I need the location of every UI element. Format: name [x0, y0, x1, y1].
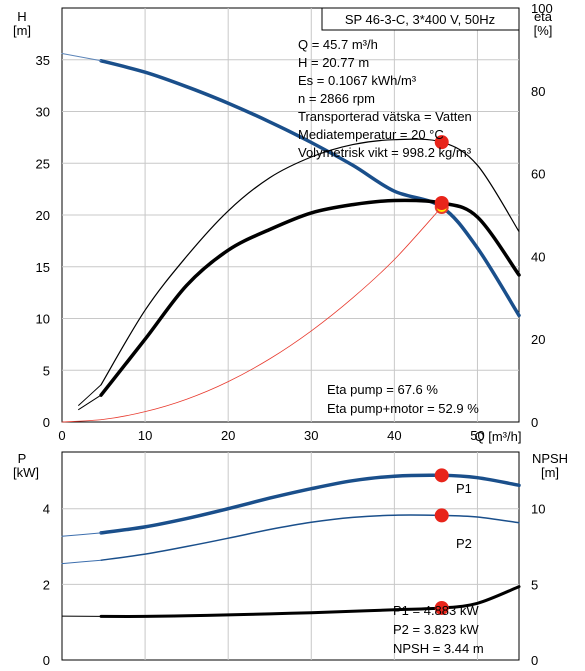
- p2-curve-label: P2: [456, 536, 472, 551]
- operating-point-info: Q = 45.7 m³/h H = 20.77 m Es = 0.1067 kW…: [298, 37, 472, 160]
- curve-series: [99, 198, 521, 397]
- x-axis-label: Q [m³/h]: [475, 429, 522, 444]
- operating-point-marker: [434, 195, 449, 210]
- curve-series: [99, 59, 521, 318]
- bottom-curves: [61, 473, 521, 618]
- curve-series: [61, 532, 102, 537]
- npsh-axis-label-unit: [m]: [541, 465, 559, 480]
- y-right-tick-label: 0: [531, 653, 538, 668]
- x-tick-label: 0: [58, 428, 65, 443]
- y-right-tick-label: 100: [531, 1, 553, 16]
- curve-series: [100, 514, 520, 561]
- top-grid: [62, 8, 519, 422]
- info-line: Q = 45.7 m³/h: [298, 37, 378, 52]
- y-left-label-unit: [m]: [13, 23, 31, 38]
- p1-curve-label: P1: [456, 481, 472, 496]
- operating-point-marker: [434, 508, 449, 523]
- y-right-tick-label: 40: [531, 249, 545, 264]
- info-line: H = 20.77 m: [298, 55, 369, 70]
- operating-point-marker: [434, 600, 449, 615]
- curve-series: [99, 585, 521, 618]
- x-tick-label: 10: [138, 428, 152, 443]
- y-left-label-symbol: H: [17, 9, 26, 24]
- p2-readout: P2 = 3.823 kW: [393, 622, 479, 637]
- x-tick-label: 50: [470, 428, 484, 443]
- info-line: n = 2866 rpm: [298, 91, 375, 106]
- y-left-tick-label: 4: [43, 502, 50, 517]
- curve-series: [99, 473, 521, 535]
- top-points: [434, 135, 449, 215]
- curve-series: [78, 384, 102, 406]
- info-line: Es = 0.1067 kWh/m³: [298, 73, 417, 88]
- y-right-tick-label: 60: [531, 167, 545, 182]
- efficiency-info: Eta pump = 67.6 % Eta pump+motor = 52.9 …: [327, 382, 479, 416]
- y-left-tick-label: 30: [36, 105, 50, 120]
- y-left-tick-label: 20: [36, 208, 50, 223]
- eta-pump-text: Eta pump = 67.6 %: [327, 382, 438, 397]
- x-tick-label: 40: [387, 428, 401, 443]
- y-left-tick-label: 25: [36, 156, 50, 171]
- npsh-axis-label-symbol: NPSH: [532, 451, 568, 466]
- y-left-tick-label: 0: [43, 415, 50, 430]
- x-tick-label: 30: [304, 428, 318, 443]
- eta-pump-motor-text: Eta pump+motor = 52.9 %: [327, 401, 479, 416]
- p1-readout: P1 = 4.883 kW: [393, 603, 479, 618]
- info-line: Volymetrisk vikt = 998.2 kg/m³: [298, 145, 472, 160]
- npsh-readout: NPSH = 3.44 m: [393, 641, 484, 656]
- y-right-tick-label: 5: [531, 577, 538, 592]
- p-axis-label-unit: [kW]: [13, 465, 39, 480]
- y-right-tick-label: 0: [531, 415, 538, 430]
- y-left-tick-label: 15: [36, 260, 50, 275]
- y-left-tick-label: 10: [36, 312, 50, 327]
- info-line: Transporterad vätska = Vatten: [298, 109, 472, 124]
- top-chart: 0 10 20 30 40 50 0 5 10 15 20 25 30 35 0 20 40 60 80 100 SP…: [13, 1, 553, 444]
- bottom-plot-frame: [61, 451, 520, 661]
- chart-title: SP 46-3-C, 3*400 V, 50Hz: [345, 12, 495, 27]
- curve-series: [61, 559, 102, 565]
- curve-series: [78, 394, 102, 411]
- top-curves: [61, 53, 521, 423]
- y-left-tick-label: 0: [43, 653, 50, 668]
- y-left-tick-label: 2: [43, 577, 50, 592]
- power-readout: P1 = 4.883 kW P2 = 3.823 kW NPSH = 3.44 …: [393, 603, 484, 656]
- p-axis-label-symbol: P: [18, 451, 27, 466]
- title-box: [321, 7, 520, 31]
- y-right-tick-label: 80: [531, 84, 545, 99]
- y-right-tick-label: 10: [531, 502, 545, 517]
- operating-point-marker: [434, 135, 449, 150]
- bottom-ticks: 0 2 4 0 5 10: [43, 502, 546, 668]
- info-line: Mediatemperatur = 20 °C: [298, 127, 444, 142]
- curve-series: [100, 138, 520, 386]
- y-right-label-unit: [%]: [534, 23, 553, 38]
- curve-series: [61, 206, 443, 423]
- top-ticks: 0 10 20 30 40 50 0 5 10 15 20 25 30 35 0 20 40 60 80 100: [36, 1, 553, 443]
- x-tick-label: 20: [221, 428, 235, 443]
- y-right-label-symbol: eta: [534, 9, 553, 24]
- bottom-points: [434, 468, 449, 615]
- y-left-tick-label: 35: [36, 53, 50, 68]
- operating-point-marker: [434, 468, 449, 483]
- bottom-grid: [62, 452, 519, 660]
- y-right-tick-label: 20: [531, 332, 545, 347]
- y-left-tick-label: 5: [43, 363, 50, 378]
- bottom-chart: 0 2 4 0 5 10 P [kW] NPSH [m] P1 P2 P1 = 4.883…: [13, 451, 568, 668]
- curve-series: [61, 53, 102, 62]
